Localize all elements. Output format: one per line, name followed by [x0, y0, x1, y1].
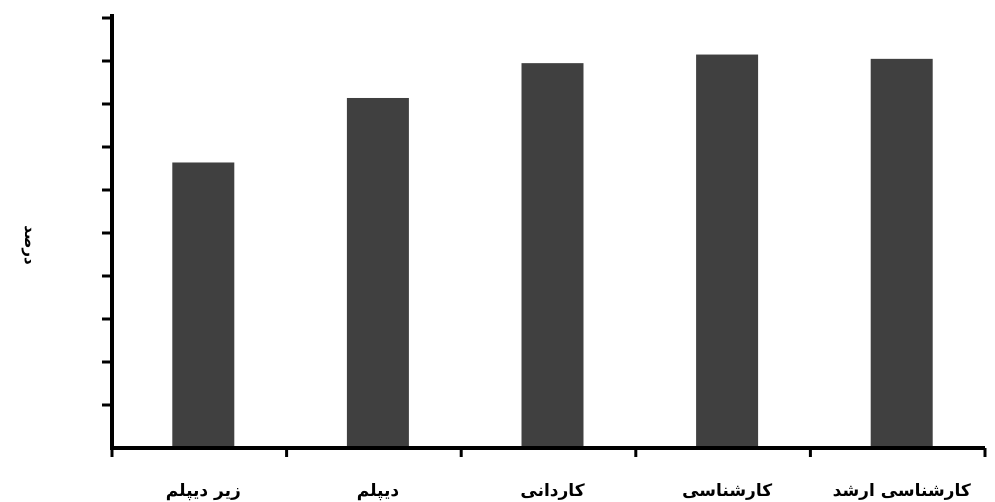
x-tick-label-4: کارشناسی ارشد	[833, 481, 971, 501]
bar-1	[346, 97, 409, 448]
x-tick-label-2: کاردانی	[520, 481, 584, 501]
x-tick-label-3: کارشناسی	[682, 481, 772, 501]
bars-group	[172, 54, 933, 449]
bar-4	[870, 58, 933, 448]
x-labels-group: زیر دیپلم دیپلم کاردانی کارشناسی کارشناسی ار…	[166, 481, 971, 501]
bar-3	[696, 54, 759, 449]
bar-2	[521, 63, 584, 449]
axes-group	[102, 14, 987, 457]
x-tick-label-1: دیپلم	[357, 481, 400, 501]
bar-0	[172, 162, 235, 449]
x-tick-label-0: زیر دیپلم	[166, 481, 241, 501]
